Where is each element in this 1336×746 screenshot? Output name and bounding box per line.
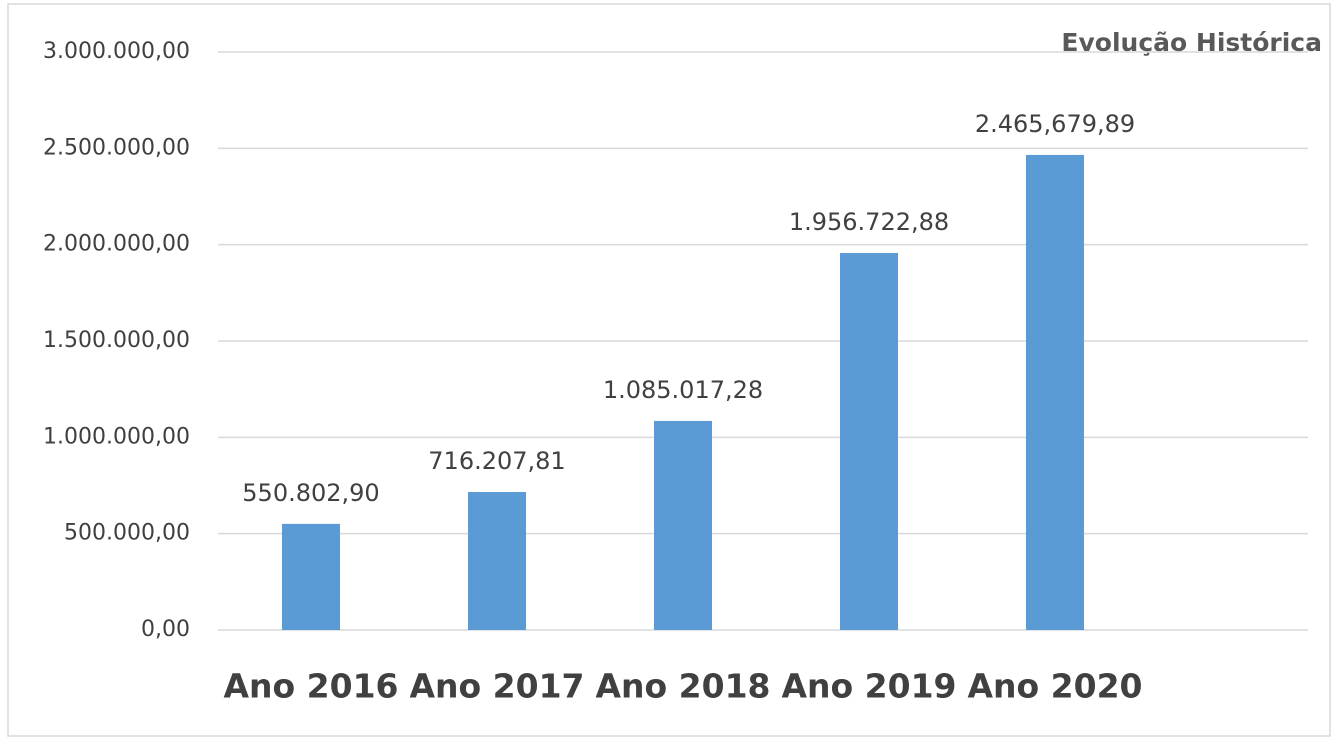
x-tick-label: Ano 2020 bbox=[967, 667, 1142, 706]
value-label: 1.956.722,88 bbox=[789, 208, 949, 236]
y-tick-label: 500.000,00 bbox=[64, 521, 190, 546]
value-label: 1.085.017,28 bbox=[603, 376, 763, 404]
bar bbox=[468, 492, 526, 630]
value-label: 550.802,90 bbox=[242, 479, 379, 507]
bar bbox=[840, 253, 898, 630]
value-label: 2.465,679,89 bbox=[975, 110, 1135, 138]
x-tick-label: Ano 2017 bbox=[409, 667, 584, 706]
bar bbox=[654, 420, 712, 630]
y-tick-label: 2.000.000,00 bbox=[43, 232, 190, 257]
y-tick-label: 0,00 bbox=[141, 617, 190, 642]
y-tick-label: 3.000.000,00 bbox=[43, 39, 190, 64]
value-label: 716.207,81 bbox=[428, 447, 565, 475]
y-tick-label: 1.000.000,00 bbox=[43, 424, 190, 449]
bar bbox=[1026, 154, 1084, 630]
y-tick-label: 1.500.000,00 bbox=[43, 328, 190, 353]
bar bbox=[282, 523, 340, 630]
x-tick-label: Ano 2018 bbox=[595, 667, 770, 706]
y-tick-label: 2.500.000,00 bbox=[43, 135, 190, 160]
x-tick-label: Ano 2019 bbox=[781, 667, 956, 706]
x-tick-label: Ano 2016 bbox=[223, 667, 398, 706]
